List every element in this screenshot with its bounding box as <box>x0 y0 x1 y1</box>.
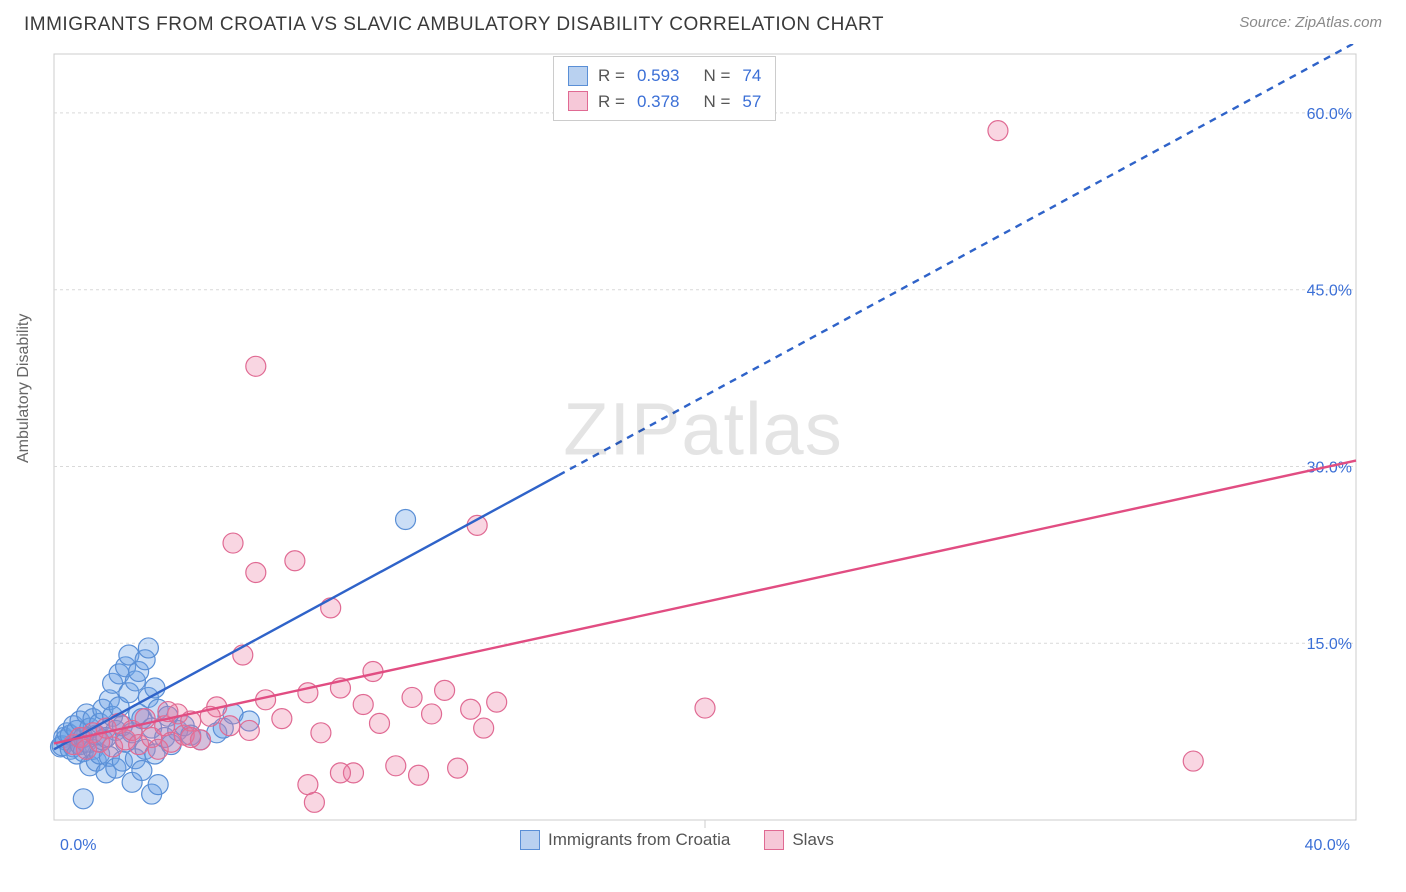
svg-text:15.0%: 15.0% <box>1307 636 1352 653</box>
legend-item-croatia: Immigrants from Croatia <box>520 830 730 850</box>
r-label: R = <box>598 63 625 89</box>
stats-row-croatia: R = 0.593 N = 74 <box>568 63 761 89</box>
n-value-croatia: 74 <box>742 63 761 89</box>
svg-text:40.0%: 40.0% <box>1305 837 1350 854</box>
r-label: R = <box>598 89 625 115</box>
legend-swatch-croatia <box>520 830 540 850</box>
y-axis-label: Ambulatory Disability <box>15 314 33 463</box>
r-value-croatia: 0.593 <box>637 63 680 89</box>
r-value-slavs: 0.378 <box>637 89 680 115</box>
legend-swatch-slavs <box>764 830 784 850</box>
source-attribution: Source: ZipAtlas.com <box>1239 14 1382 31</box>
stats-row-slavs: R = 0.378 N = 57 <box>568 89 761 115</box>
source-label: Source: <box>1239 14 1291 31</box>
svg-text:0.0%: 0.0% <box>60 837 96 854</box>
source-site: ZipAtlas.com <box>1295 14 1382 31</box>
series-legend: Immigrants from Croatia Slavs <box>520 830 834 850</box>
n-value-slavs: 57 <box>742 89 761 115</box>
svg-text:45.0%: 45.0% <box>1307 283 1352 300</box>
n-label: N = <box>703 89 730 115</box>
svg-text:60.0%: 60.0% <box>1307 106 1352 123</box>
stats-legend-box: R = 0.593 N = 74 R = 0.378 N = 57 <box>553 56 776 121</box>
legend-label-slavs: Slavs <box>792 830 834 850</box>
swatch-slavs <box>568 91 588 111</box>
chart-title: IMMIGRANTS FROM CROATIA VS SLAVIC AMBULA… <box>24 14 884 36</box>
legend-item-slavs: Slavs <box>764 830 834 850</box>
scatter-plot: 15.0%30.0%45.0%60.0%0.0%40.0% <box>0 44 1406 882</box>
n-label: N = <box>703 63 730 89</box>
swatch-croatia <box>568 66 588 86</box>
chart-area: Ambulatory Disability ZIPatlas 15.0%30.0… <box>0 44 1406 882</box>
legend-label-croatia: Immigrants from Croatia <box>548 830 730 850</box>
